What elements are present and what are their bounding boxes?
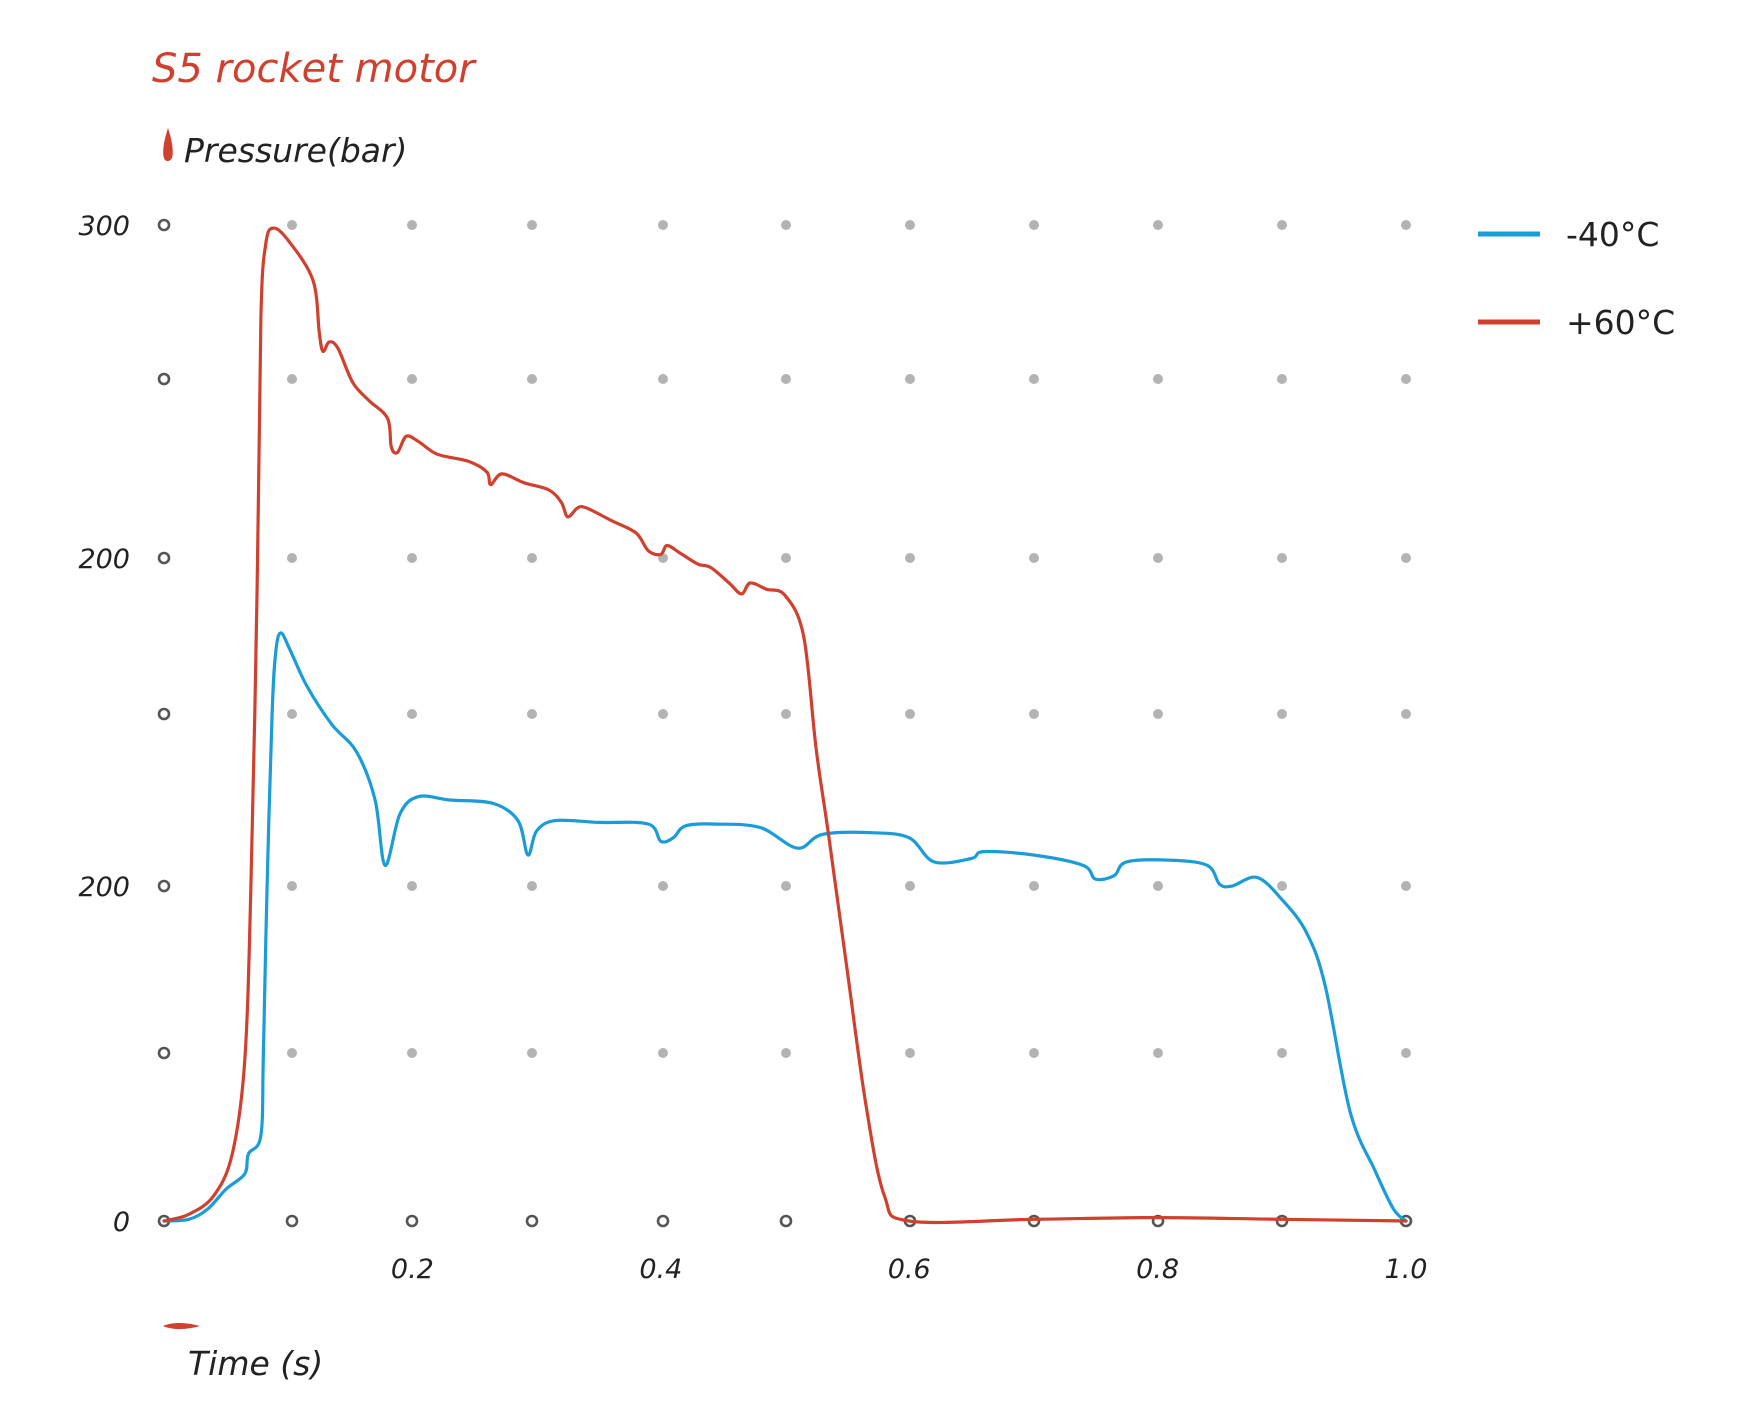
legend-label: -40°C — [1566, 215, 1659, 254]
axis-dot — [157, 879, 171, 893]
grid-dot — [658, 1048, 668, 1058]
x-tick-label: 1.0 — [1385, 1254, 1428, 1285]
grid-dot — [1277, 374, 1287, 384]
grid-dot — [1401, 553, 1411, 563]
grid-dot — [1029, 220, 1039, 230]
grid-dot — [527, 1048, 537, 1058]
x-tick-label: 0.6 — [888, 1254, 931, 1285]
axis-dot — [1275, 1214, 1289, 1228]
y-tick-label: 200 — [78, 544, 130, 575]
grid-dot — [658, 709, 668, 719]
grid-dot — [287, 220, 297, 230]
grid-dot — [658, 374, 668, 384]
grid-dot — [781, 881, 791, 891]
axis-dot — [1027, 1214, 1041, 1228]
axis-dot — [656, 1214, 670, 1228]
axis-dot — [157, 218, 171, 232]
grid-dot — [527, 220, 537, 230]
axis-dot — [157, 1046, 171, 1060]
grid-dot — [1153, 1048, 1163, 1058]
series-line-2 — [162, 226, 1408, 1225]
grid-dot — [1277, 709, 1287, 719]
x-tick-label: 0.2 — [391, 1254, 434, 1285]
axis-dot — [157, 707, 171, 721]
grid-dot — [287, 553, 297, 563]
grid-dot — [658, 220, 668, 230]
grid-dot — [287, 1048, 297, 1058]
y-tick-label: 200 — [78, 872, 130, 903]
grid-dot — [1401, 374, 1411, 384]
grid-dot — [781, 553, 791, 563]
grid-dot — [1029, 1048, 1039, 1058]
grid-dot — [1029, 881, 1039, 891]
y-tick-label: 300 — [78, 211, 130, 242]
grid-dot — [658, 881, 668, 891]
grid-dot — [781, 374, 791, 384]
axis-dot — [405, 1214, 419, 1228]
grid-dot — [781, 220, 791, 230]
grid-dot — [287, 374, 297, 384]
x-tick-label: 0.4 — [639, 1254, 682, 1285]
legend: -40°C +60°C — [1478, 215, 1675, 342]
dot-grid — [157, 218, 1413, 1228]
grid-dot — [287, 709, 297, 719]
y-axis-ticks: 0 200 200 300 — [78, 211, 130, 1238]
grid-dot — [407, 374, 417, 384]
grid-dot — [527, 553, 537, 563]
grid-dot — [905, 220, 915, 230]
grid-dot — [905, 709, 915, 719]
chart-title: S5 rocket motor — [152, 46, 477, 92]
grid-dot — [905, 553, 915, 563]
grid-dot — [1029, 553, 1039, 563]
x-axis-marker-icon — [163, 1323, 200, 1329]
axis-dot — [525, 1214, 539, 1228]
y-tick-label: 0 — [113, 1207, 130, 1238]
grid-dot — [905, 374, 915, 384]
grid-dot — [1153, 709, 1163, 719]
series-lines — [162, 226, 1408, 1225]
y-axis-title: Pressure(bar) — [184, 131, 407, 170]
x-tick-label: 0.8 — [1136, 1254, 1179, 1285]
axis-dot — [157, 372, 171, 386]
grid-dot — [905, 881, 915, 891]
x-axis-ticks: 0.2 0.4 0.6 0.8 1.0 — [391, 1254, 1428, 1285]
grid-dot — [1153, 881, 1163, 891]
grid-dot — [1153, 220, 1163, 230]
grid-dot — [781, 1048, 791, 1058]
grid-dot — [527, 709, 537, 719]
grid-dot — [407, 709, 417, 719]
legend-label: +60°C — [1566, 303, 1675, 342]
series-line-1 — [162, 631, 1408, 1223]
grid-dot — [407, 881, 417, 891]
grid-dot — [1277, 553, 1287, 563]
grid-dot — [1277, 220, 1287, 230]
axis-dot — [285, 1214, 299, 1228]
grid-dot — [1029, 709, 1039, 719]
grid-dot — [1277, 1048, 1287, 1058]
grid-dot — [527, 881, 537, 891]
x-axis-title: Time (s) — [188, 1344, 323, 1383]
grid-dot — [1153, 374, 1163, 384]
grid-dot — [407, 553, 417, 563]
axis-dot — [779, 1214, 793, 1228]
grid-dot — [905, 1048, 915, 1058]
grid-dot — [1401, 220, 1411, 230]
grid-dot — [1401, 709, 1411, 719]
grid-dot — [1153, 553, 1163, 563]
grid-dot — [1401, 1048, 1411, 1058]
grid-dot — [781, 709, 791, 719]
y-axis-marker-icon — [163, 128, 173, 161]
grid-dot — [407, 220, 417, 230]
axis-dot — [157, 551, 171, 565]
grid-dot — [407, 1048, 417, 1058]
grid-dot — [1277, 881, 1287, 891]
grid-dot — [287, 881, 297, 891]
grid-dot — [527, 374, 537, 384]
grid-dot — [1029, 374, 1039, 384]
grid-dot — [1401, 881, 1411, 891]
